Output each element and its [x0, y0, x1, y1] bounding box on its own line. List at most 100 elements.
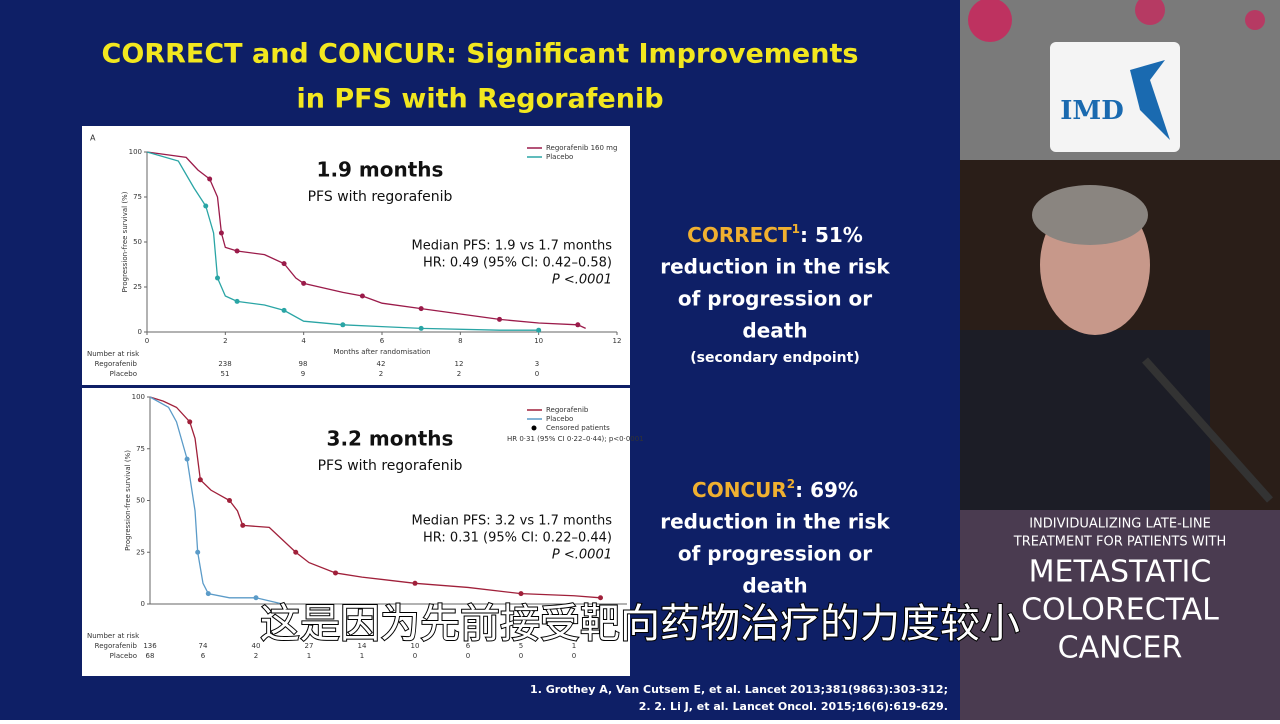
x-tick-label: 12 — [613, 337, 622, 345]
study-sup: 1 — [792, 222, 800, 236]
logo-text: IMD — [1060, 96, 1124, 126]
x-tick-label: 0 — [145, 337, 149, 345]
y-tick-label: 25 — [133, 283, 142, 291]
at-risk-value: 136 — [143, 642, 157, 650]
censor-dot — [418, 306, 424, 312]
y-axis-label: Progression-free survival (%) — [124, 450, 132, 551]
at-risk-value: 0 — [535, 370, 539, 378]
legend-label: Regorafenib — [546, 406, 589, 414]
study-line: of progression or — [678, 287, 872, 311]
stat-line: Median PFS: 1.9 vs 1.7 months — [412, 239, 613, 254]
y-axis-label: Progression-free survival (%) — [121, 191, 129, 292]
y-tick-label: 75 — [136, 445, 145, 453]
stat-line: HR: 0.31 (95% CI: 0.22–0.44) — [423, 531, 612, 546]
stat-line: Median PFS: 3.2 vs 1.7 months — [412, 514, 613, 529]
at-risk-value: 0 — [413, 652, 417, 660]
legend-label: Placebo — [546, 415, 573, 423]
censor-dot — [215, 275, 220, 281]
at-risk-value: 68 — [146, 652, 155, 660]
panel-label: A — [90, 134, 96, 143]
study-line: reduction in the risk — [660, 510, 890, 534]
censor-dot — [197, 477, 203, 483]
at-risk-value: 14 — [358, 642, 367, 650]
x-tick-label: 2 — [223, 337, 227, 345]
logo-bird — [1130, 60, 1170, 140]
censor-dot — [536, 327, 542, 333]
y-tick-label: 100 — [129, 148, 142, 156]
at-risk-title: Number at risk — [87, 632, 140, 640]
censor-dot — [281, 307, 287, 313]
hr-note: HR 0·31 (95% CI 0·22–0·44); p<0·0001 — [507, 435, 644, 443]
censor-dot — [205, 591, 211, 597]
censor-dot — [598, 595, 603, 601]
censor-dot — [518, 591, 524, 597]
banner-line: INDIVIDUALIZING LATE-LINE — [1029, 517, 1211, 532]
at-risk-value: 27 — [305, 642, 314, 650]
study-line: death — [742, 319, 807, 343]
banner-line: COLORECTAL — [1021, 593, 1219, 628]
legend-dot — [531, 425, 537, 431]
headline: 3.2 months — [327, 427, 454, 451]
y-tick-label: 0 — [141, 600, 145, 608]
study-sup: 2 — [787, 477, 795, 491]
at-risk-title: Number at risk — [87, 350, 140, 358]
speaker-hair — [1032, 185, 1148, 245]
at-risk-value: 2 — [254, 652, 258, 660]
x-tick-label: 6 — [380, 337, 385, 345]
censor-dot — [418, 325, 424, 331]
banner-bg — [960, 510, 1280, 720]
reference: 1. Grothey A, Van Cutsem E, et al. Lance… — [530, 683, 948, 696]
banner-line: METASTATIC — [1029, 555, 1212, 590]
censor-dot — [227, 498, 232, 503]
at-risk-value: 0 — [572, 652, 576, 660]
speaker-body — [960, 330, 1210, 510]
at-risk-row-name: Placebo — [110, 370, 137, 378]
y-tick-label: 0 — [138, 328, 142, 336]
subhead: PFS with regorafenib — [318, 458, 463, 474]
at-risk-value: 5 — [519, 642, 523, 650]
censor-dot — [203, 203, 209, 209]
censor-dot — [340, 322, 346, 328]
slide-title: in PFS with Regorafenib — [296, 84, 663, 115]
legend-label: Regorafenib 160 mg — [546, 144, 617, 152]
video-subtitle: 这是因为先前接受靶向药物治疗的力度较小 — [260, 601, 1020, 647]
at-risk-value: 40 — [252, 642, 261, 650]
study-heading: CONCUR2: 69% — [692, 477, 858, 502]
deco — [1135, 0, 1165, 25]
at-risk-value: 6 — [201, 652, 206, 660]
at-risk-value: 0 — [466, 652, 470, 660]
stat-line: P <.0001 — [552, 548, 612, 563]
study-line: reduction in the risk — [660, 255, 890, 279]
censor-dot — [187, 419, 193, 425]
study-line: of progression or — [678, 542, 872, 566]
x-axis-label: Months after randomisation — [333, 348, 430, 356]
at-risk-value: 9 — [301, 370, 305, 378]
censor-dot — [412, 580, 418, 586]
censor-dot — [293, 549, 299, 555]
subhead: PFS with regorafenib — [308, 189, 453, 205]
chart-panel — [82, 126, 630, 385]
y-tick-label: 75 — [133, 193, 142, 201]
censor-dot — [234, 248, 240, 254]
at-risk-value: 98 — [299, 360, 308, 368]
at-risk-row-name: Regorafenib — [95, 360, 138, 368]
microphone — [1142, 357, 1273, 503]
censor-dot — [281, 261, 287, 267]
at-risk-value: 1 — [572, 642, 576, 650]
stat-line: HR: 0.49 (95% CI: 0.42–0.58) — [423, 256, 612, 271]
study-name: CONCUR — [692, 478, 787, 502]
censor-dot — [218, 230, 224, 236]
at-risk-value: 1 — [360, 652, 364, 660]
censor-dot — [359, 293, 365, 299]
y-tick-label: 50 — [136, 497, 145, 505]
censor-dot — [195, 549, 201, 555]
km-curve — [149, 396, 601, 599]
study-name: CORRECT — [687, 223, 792, 247]
legend-label: Censored patients — [546, 424, 610, 432]
at-risk-value: 3 — [535, 360, 539, 368]
slide-title: CORRECT and CONCUR: Significant Improvem… — [102, 39, 859, 70]
x-tick-label: 10 — [534, 337, 543, 345]
at-risk-value: 2 — [379, 370, 383, 378]
study-note: (secondary endpoint) — [690, 350, 859, 366]
